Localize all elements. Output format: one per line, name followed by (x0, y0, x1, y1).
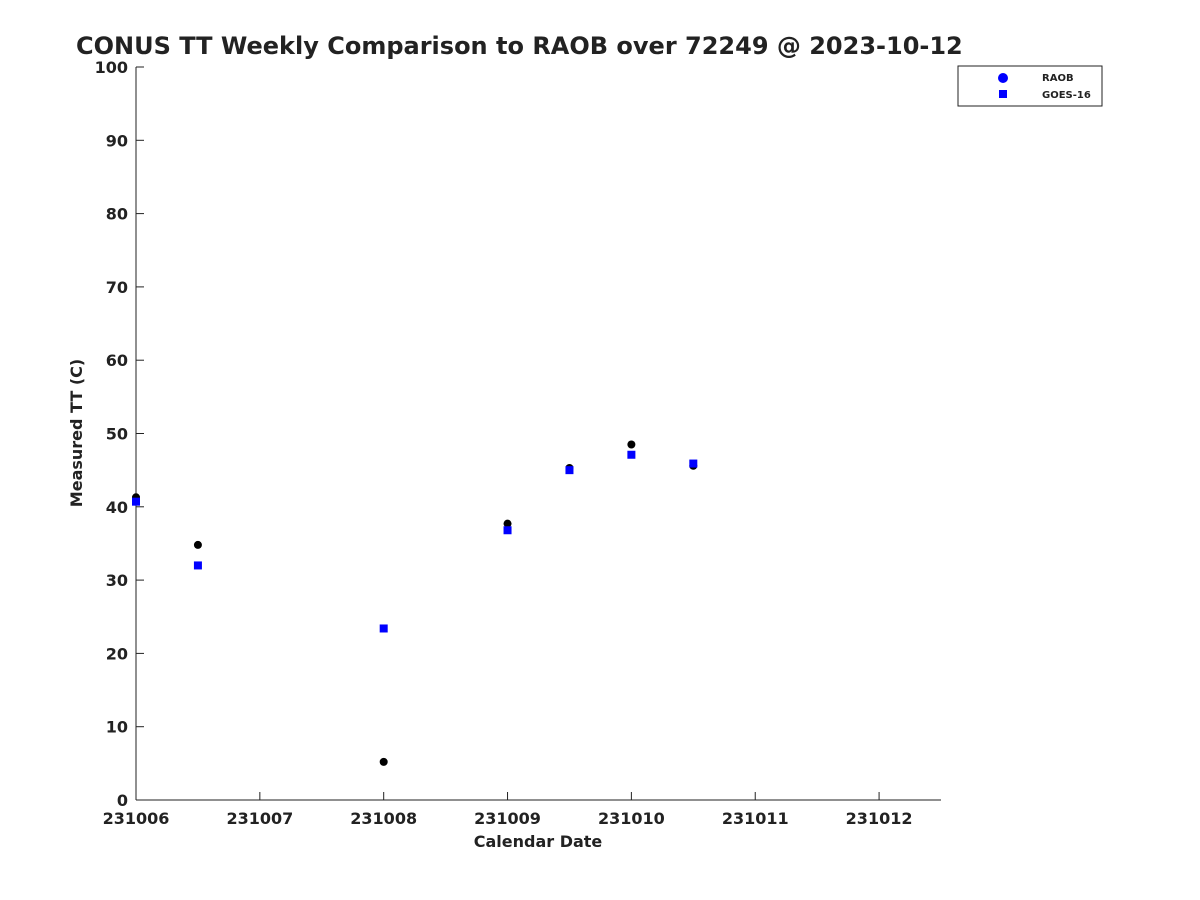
goes-16-point (193, 561, 202, 570)
raob-point (193, 540, 202, 549)
x-tick-label: 231009 (474, 809, 541, 828)
x-axis-label: Calendar Date (474, 832, 603, 851)
y-tick-label: 30 (106, 571, 128, 590)
goes-16-point (627, 450, 636, 459)
y-tick-label: 40 (106, 498, 128, 517)
y-tick-label: 50 (106, 425, 128, 444)
goes-16-point (379, 624, 388, 633)
axes: 0 10 20 30 40 50 60 70 80 90 100 231006 231007 231008… (95, 58, 941, 828)
legend-box (957, 65, 1103, 107)
goes-16-point (689, 459, 698, 468)
x-tick-label: 231010 (598, 809, 665, 828)
raob-point (379, 757, 388, 766)
y-tick-label: 90 (106, 131, 128, 150)
legend: RAOB GOES-16 (957, 65, 1103, 107)
goes-16-point (132, 497, 140, 506)
legend-goes-16-label: GOES-16 (1042, 90, 1091, 101)
goes-16-point (565, 466, 574, 475)
raob-point (627, 440, 636, 449)
y-tick-label: 70 (106, 278, 128, 297)
y-tick-label: 60 (106, 351, 128, 370)
goes-16-point (503, 526, 512, 535)
x-tick-label: 231006 (103, 809, 170, 828)
y-tick-label: 10 (106, 718, 128, 737)
legend-raob-label: RAOB (1042, 73, 1074, 84)
x-tick-label: 231012 (846, 809, 913, 828)
data-points (132, 440, 698, 766)
y-tick-label: 80 (106, 205, 128, 224)
legend-raob-marker (998, 73, 1008, 83)
y-tick-label: 0 (117, 791, 128, 810)
y-axis-label: Measured TT (C) (67, 359, 86, 507)
x-tick-label: 231011 (722, 809, 789, 828)
raob-point (503, 519, 512, 528)
y-tick-label: 20 (106, 644, 128, 663)
y-tick-label: 100 (95, 58, 128, 77)
x-tick-label: 231007 (226, 809, 293, 828)
chart-title: CONUS TT Weekly Comparison to RAOB over … (76, 32, 963, 60)
x-tick-label: 231008 (350, 809, 417, 828)
legend-goes-16-marker (999, 90, 1007, 98)
